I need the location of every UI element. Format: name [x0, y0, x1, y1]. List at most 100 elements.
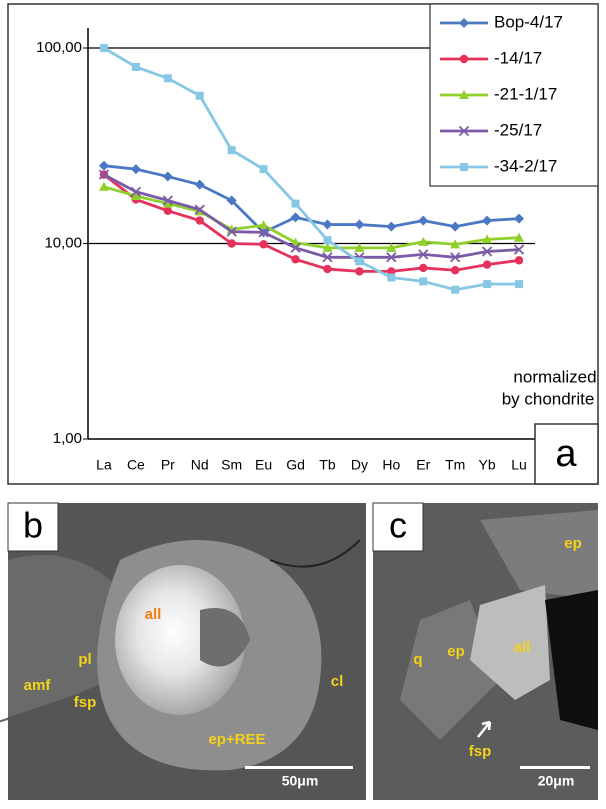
mineral-label: all: [145, 606, 162, 623]
mineral-label: all: [514, 639, 531, 656]
point: [450, 221, 461, 232]
scale-label: 50μm: [282, 773, 319, 789]
point: [290, 242, 301, 253]
point: [322, 242, 333, 252]
point: [226, 195, 237, 206]
panel-label: b: [23, 505, 43, 546]
series-line: [103, 185, 520, 250]
point: [355, 267, 364, 276]
mineral-label: amf: [24, 677, 52, 694]
x-tick-label: Yb: [479, 457, 496, 473]
legend-label: -21-1/17: [494, 84, 557, 103]
point: [162, 198, 173, 208]
legend-label: -34-2/17: [494, 156, 557, 175]
panel-label-box: [534, 423, 599, 485]
mineral-grain: [480, 510, 598, 600]
point: [418, 215, 429, 226]
plot-area: 1,00 10,00 100,00 La Ce Pr Nd Sm Eu Gd Tb Dy Ho Er Tm Y…: [36, 28, 535, 473]
point: [258, 220, 269, 230]
mineral-label: fsp: [74, 694, 97, 711]
point: [130, 164, 141, 175]
legend-marker: [459, 54, 469, 64]
point: [323, 264, 332, 274]
point: [98, 169, 110, 180]
series-line: [103, 46, 520, 292]
x-tick-label: Lu: [511, 457, 527, 473]
x-tick-label: Pr: [161, 457, 175, 473]
legend-marker: [458, 125, 470, 137]
point: [227, 239, 236, 248]
point: [130, 190, 141, 200]
x-tick-label: Ce: [127, 457, 145, 473]
annotation: by chondrite: [502, 389, 595, 408]
point: [386, 252, 397, 263]
legend-label: Bop-4/17: [494, 12, 563, 31]
point: [450, 239, 461, 249]
point: [162, 171, 173, 182]
mineral-label: pl: [78, 651, 91, 668]
point: [481, 246, 493, 257]
point: [387, 273, 396, 282]
arrow: [477, 720, 492, 738]
y-tick-label: 100,00: [36, 39, 82, 56]
point: [386, 221, 397, 232]
legend-marker: [460, 163, 468, 171]
point: [195, 216, 204, 225]
mineral-label: fsp: [469, 743, 492, 760]
point: [418, 249, 429, 260]
bright-grain: [115, 565, 245, 715]
x-tick-label: Sm: [221, 457, 242, 473]
mineral-label: ep: [447, 643, 465, 660]
mineral-label: q: [413, 651, 422, 668]
point: [195, 91, 204, 100]
legend-label: -14/17: [494, 48, 542, 67]
micrograph-c: c ep q ep all fsp 20μm: [372, 502, 598, 800]
point: [515, 280, 524, 289]
x-tick-label: Tb: [319, 457, 336, 473]
point: [131, 62, 140, 71]
legend-label: -25/17: [494, 120, 542, 139]
point: [514, 213, 525, 224]
point: [450, 266, 460, 275]
point: [451, 285, 460, 294]
point: [290, 212, 301, 223]
point: [258, 227, 269, 238]
mineral-label: ep+REE: [208, 731, 265, 748]
legend-marker: [459, 18, 469, 28]
point: [194, 179, 205, 190]
scale-bar: [520, 766, 590, 769]
point: [291, 199, 300, 208]
y-tick-label: 1,00: [53, 430, 82, 447]
point: [163, 206, 173, 215]
dark-inclusion: [200, 608, 250, 667]
point: [514, 256, 524, 265]
panel-label: c: [389, 505, 407, 546]
x-tick-label: Dy: [351, 457, 368, 473]
panel-label: a: [555, 433, 577, 475]
series-line: [103, 173, 520, 259]
point: [98, 181, 109, 191]
point: [483, 280, 492, 289]
point: [450, 252, 461, 263]
point: [354, 242, 365, 252]
point: [98, 160, 109, 171]
series-line: [103, 173, 520, 273]
x-tick-label: Nd: [191, 457, 209, 473]
point: [419, 263, 428, 273]
scale-bar: [245, 766, 353, 769]
x-tick-label: Er: [416, 457, 430, 473]
micrograph-b: b all pl amf fsp cl ep+REE 50μm: [0, 502, 366, 800]
point: [322, 252, 333, 263]
point: [513, 244, 525, 255]
point: [259, 240, 268, 249]
x-tick-label: Eu: [255, 457, 272, 473]
y-tick-label: 10,00: [44, 234, 82, 251]
mineral-label: cl: [331, 673, 344, 690]
x-tick-label: Ho: [382, 457, 400, 473]
x-tick-label: La: [96, 457, 112, 473]
point: [387, 267, 396, 276]
point: [482, 215, 493, 226]
point: [291, 255, 300, 264]
panel-label-box: [372, 502, 424, 552]
point: [514, 232, 525, 242]
